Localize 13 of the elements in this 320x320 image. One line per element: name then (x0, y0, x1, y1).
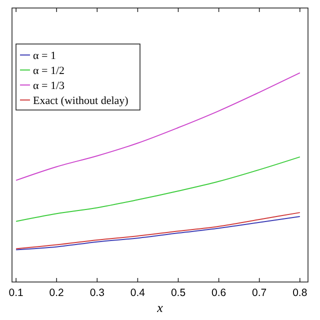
legend-label: Exact (without delay) (33, 95, 129, 107)
x-axis-title: x (156, 300, 164, 315)
x-tick-label: 0.1 (8, 287, 24, 299)
x-tick-label: 0.5 (170, 287, 186, 299)
legend-label: α = 1/2 (33, 65, 65, 77)
legend-label: α = 1 (33, 50, 56, 62)
x-tick-label: 0.6 (211, 287, 226, 299)
x-tick-label: 0.3 (90, 287, 105, 299)
x-tick-label: 0.7 (252, 287, 267, 299)
x-tick-label: 0.4 (130, 287, 146, 299)
x-tick-label: 0.2 (49, 287, 64, 299)
legend-label: α = 1/3 (33, 80, 66, 92)
x-tick-label: 0.8 (292, 287, 308, 299)
